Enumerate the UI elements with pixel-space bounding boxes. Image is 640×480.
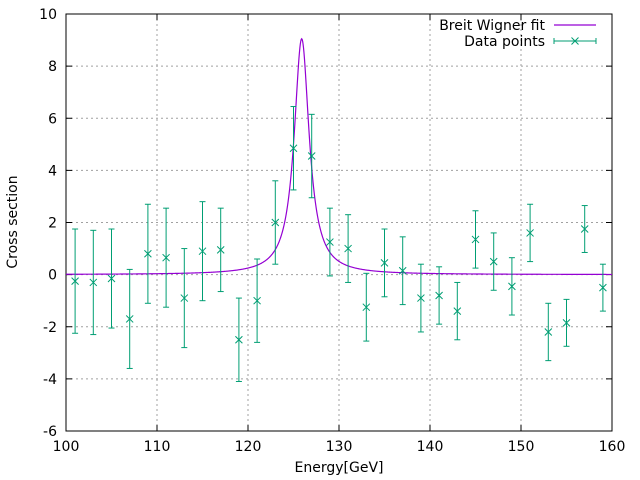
point-marker xyxy=(489,257,498,266)
axis-ticks: 100 110 120 130 140 150 160 -6 -4 -2 0 2 4 6 8 10 xyxy=(39,7,625,455)
point-marker xyxy=(380,259,389,267)
point-marker xyxy=(398,266,407,275)
point-marker xyxy=(89,278,98,287)
point-marker xyxy=(544,328,553,336)
x-tick-label: 120 xyxy=(235,439,262,455)
data-point xyxy=(107,228,116,329)
data-point xyxy=(508,257,516,316)
data-point xyxy=(144,203,152,304)
legend-data-swatch xyxy=(553,37,597,45)
data-point xyxy=(398,236,407,306)
data-point xyxy=(526,203,534,263)
data-point xyxy=(417,263,425,333)
x-tick-label: 110 xyxy=(144,439,171,455)
point-marker xyxy=(271,218,280,227)
data-point xyxy=(544,302,553,362)
y-tick-label: 4 xyxy=(48,163,57,179)
point-marker xyxy=(435,291,443,300)
point-marker xyxy=(144,249,152,258)
x-tick-label: 150 xyxy=(508,439,535,455)
y-tick-label: 8 xyxy=(48,59,57,75)
legend: Breit Wigner fit Data points xyxy=(439,18,597,50)
data-point xyxy=(344,214,352,283)
x-tick-label: 130 xyxy=(326,439,353,455)
y-tick-label: 6 xyxy=(48,111,57,127)
fit-curve xyxy=(66,37,612,276)
data-point xyxy=(289,106,298,191)
data-point xyxy=(198,201,207,302)
data-point xyxy=(235,297,243,382)
point-marker xyxy=(362,303,371,312)
y-tick-label: -6 xyxy=(43,424,57,440)
y-axis-label: Cross section xyxy=(5,175,21,268)
fit-series xyxy=(66,37,612,276)
point-marker xyxy=(216,246,225,254)
point-marker xyxy=(471,235,480,244)
y-tick-label: -2 xyxy=(43,320,57,336)
point-marker xyxy=(289,144,298,153)
data-point xyxy=(362,272,371,342)
point-marker xyxy=(198,247,207,256)
data-point xyxy=(562,298,571,347)
data-point xyxy=(216,207,225,293)
y-tick-label: 0 xyxy=(48,268,57,284)
x-tick-label: 100 xyxy=(53,439,80,455)
legend-fit-label: Breit Wigner fit xyxy=(439,18,545,34)
y-tick-label: 10 xyxy=(39,7,57,23)
point-marker xyxy=(326,238,334,246)
legend-marker xyxy=(571,37,579,45)
point-marker xyxy=(580,225,589,233)
data-point xyxy=(180,248,189,349)
point-marker xyxy=(508,282,516,291)
point-marker xyxy=(562,318,571,327)
data-point xyxy=(380,228,389,298)
point-marker xyxy=(417,294,425,302)
legend-data-label: Data points xyxy=(464,34,545,50)
data-point xyxy=(307,113,316,199)
data-point xyxy=(125,268,134,369)
data-point xyxy=(71,228,79,334)
point-marker xyxy=(599,283,607,292)
y-tick-label: -4 xyxy=(43,372,57,388)
point-marker xyxy=(180,294,189,302)
point-marker xyxy=(235,335,243,344)
data-point xyxy=(162,207,170,308)
point-marker xyxy=(307,152,316,160)
x-tick-label: 160 xyxy=(599,439,626,455)
point-marker xyxy=(71,277,79,285)
data-point xyxy=(489,232,498,291)
x-axis-label: Energy[GeV] xyxy=(295,460,384,476)
point-marker xyxy=(162,253,170,262)
point-marker xyxy=(253,296,261,305)
data-point xyxy=(580,205,589,253)
point-marker xyxy=(344,244,352,253)
point-marker xyxy=(125,315,134,323)
point-marker xyxy=(526,229,534,237)
data-point xyxy=(271,180,280,265)
y-tick-label: 2 xyxy=(48,216,57,232)
data-point xyxy=(89,229,98,336)
data-point xyxy=(453,281,462,341)
point-marker xyxy=(107,274,116,283)
data-point xyxy=(471,210,480,269)
data-point xyxy=(435,266,443,325)
data-series xyxy=(71,106,607,382)
data-point xyxy=(253,258,261,343)
data-point xyxy=(599,263,607,312)
x-tick-label: 140 xyxy=(417,439,444,455)
data-point xyxy=(326,207,334,277)
point-marker xyxy=(453,307,462,315)
